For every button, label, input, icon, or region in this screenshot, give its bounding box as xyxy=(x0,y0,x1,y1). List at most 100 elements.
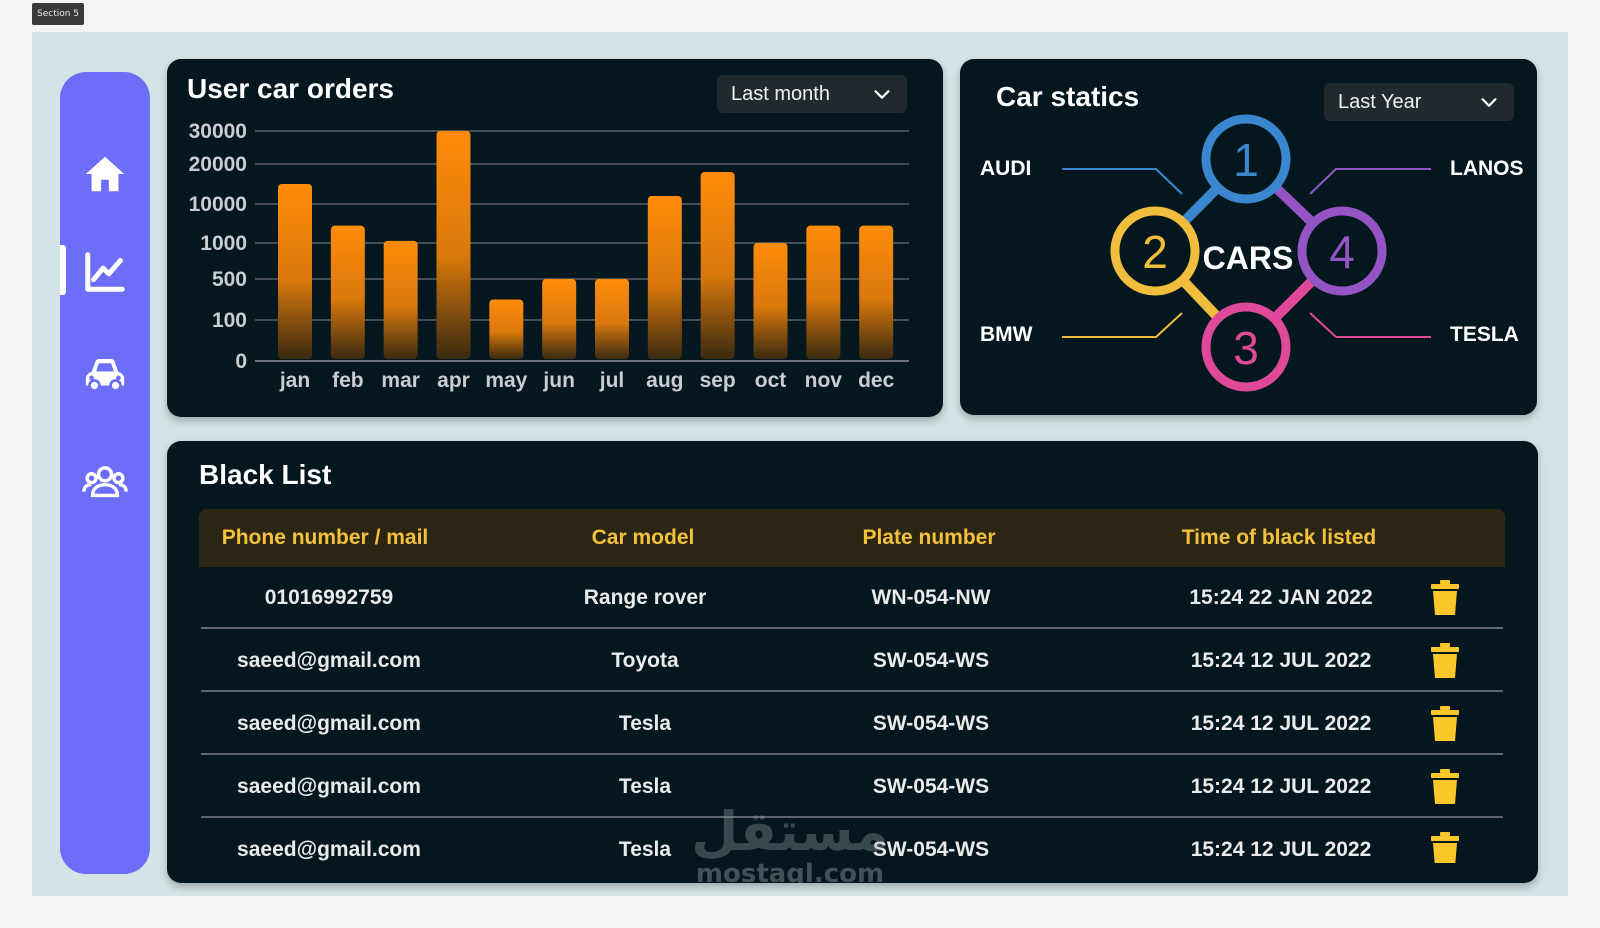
x-tick-label: aug xyxy=(646,369,683,392)
cell-contact: saeed@gmail.com xyxy=(237,838,421,861)
orders-period-dropdown[interactable]: Last month xyxy=(717,75,907,113)
cell-time: 15:24 12 JUL 2022 xyxy=(1190,775,1372,798)
cell-plate-number: SW-054-WS xyxy=(872,775,990,798)
cell-plate-number: SW-054-WS xyxy=(872,649,990,672)
statics-period-value: Last Year xyxy=(1338,90,1422,113)
bar-may xyxy=(489,299,524,359)
cell-car-model: Toyota xyxy=(611,649,679,672)
y-tick-label: 500 xyxy=(212,268,247,291)
y-tick-label: 10000 xyxy=(189,193,247,216)
bmw-leader-line xyxy=(1062,312,1183,338)
chevron-down-icon xyxy=(1481,98,1497,107)
trash-icon[interactable] xyxy=(1431,706,1459,742)
node-4 xyxy=(1297,206,1387,296)
trash-icon[interactable] xyxy=(1431,769,1459,805)
home-icon xyxy=(85,156,125,192)
cell-time: 15:24 12 JUL 2022 xyxy=(1190,838,1372,861)
cell-contact: saeed@gmail.com xyxy=(237,775,421,798)
lanos-leader-line xyxy=(1309,168,1431,195)
cell-plate-number: WN-054-NW xyxy=(871,586,991,609)
trash-icon[interactable] xyxy=(1431,580,1459,616)
bar-apr xyxy=(436,131,471,359)
trash-icon[interactable] xyxy=(1431,643,1459,679)
center-label: CARS xyxy=(1203,240,1294,276)
tesla-leader-line xyxy=(1309,312,1431,338)
brand-label-tesla: TESLA xyxy=(1450,323,1519,346)
column-header-model: Car model xyxy=(591,526,695,549)
node-1-number: 1 xyxy=(1233,134,1259,186)
x-tick-label: feb xyxy=(332,369,364,392)
node-4-number: 4 xyxy=(1329,226,1355,278)
x-tick-label: sep xyxy=(700,369,736,392)
sidebar-item-users[interactable] xyxy=(60,452,150,512)
blacklist-card: Black List Phone number / mail Car model… xyxy=(167,441,1538,883)
cell-contact: 01016992759 xyxy=(264,586,394,609)
orders-card: User car orders Last month 30000 20000 100… xyxy=(167,59,943,417)
blacklist-table-body: 01016992759 Range rover WN-054-NW 15:24 22 … xyxy=(167,567,1511,863)
column-header-contact: Phone number / mail xyxy=(221,526,429,549)
chart-icon xyxy=(85,252,125,292)
node-1 xyxy=(1201,114,1291,204)
brand-label-audi: AUDI xyxy=(980,157,1032,180)
sidebar-item-statistics[interactable] xyxy=(60,242,150,302)
cell-car-model: Tesla xyxy=(618,838,672,861)
sidebar xyxy=(60,72,150,874)
cell-car-model: Tesla xyxy=(618,712,672,735)
column-header-plate: Plate number xyxy=(862,526,996,549)
sidebar-item-home[interactable] xyxy=(60,144,150,204)
x-tick-label: mar xyxy=(381,369,420,392)
blacklist-title: Black List xyxy=(199,459,332,490)
y-tick-label: 30000 xyxy=(189,120,247,143)
node-2-number: 2 xyxy=(1142,226,1168,278)
cell-time: 15:24 22 JAN 2022 xyxy=(1189,586,1373,609)
table-row[interactable]: saeed@gmail.com Tesla SW-054-WS 15:24 12 JU… xyxy=(201,819,1503,863)
car-statics-diagram: 1 2 3 4 CARS xyxy=(1062,114,1431,392)
orders-title: User car orders xyxy=(187,73,395,104)
section-label: Section 5 xyxy=(32,3,85,25)
cell-plate-number: SW-054-WS xyxy=(872,712,990,735)
table-row[interactable]: saeed@gmail.com Tesla SW-054-WS 15:24 12 JU… xyxy=(201,756,1503,818)
orders-period-value: Last month xyxy=(731,82,830,105)
table-row[interactable]: saeed@gmail.com Toyota SW-054-WS 15:24 12 J… xyxy=(201,630,1503,692)
node-3-number: 3 xyxy=(1233,322,1259,374)
x-tick-label: jan xyxy=(279,369,310,392)
sidebar-item-cars[interactable] xyxy=(60,344,150,404)
bar-oct xyxy=(753,243,788,359)
statics-period-dropdown[interactable]: Last Year xyxy=(1324,83,1514,121)
blacklist-table-header: Phone number / mail Car model Plate numb… xyxy=(199,509,1505,567)
cell-contact: saeed@gmail.com xyxy=(237,712,421,735)
bar-mar xyxy=(383,240,418,359)
cell-car-model: Tesla xyxy=(618,775,672,798)
statics-card: Car statics Last Year AUDI BMW LANOS TES… xyxy=(960,59,1537,415)
cell-car-model: Range rover xyxy=(583,586,707,609)
cell-time: 15:24 12 JUL 2022 xyxy=(1190,712,1372,735)
x-tick-label: jul xyxy=(599,369,625,392)
cell-contact: saeed@gmail.com xyxy=(237,649,421,672)
bar-nov xyxy=(806,225,841,359)
car-icon xyxy=(85,359,125,392)
bar-jan xyxy=(278,184,312,359)
chevron-down-icon xyxy=(874,90,890,99)
trash-icon[interactable] xyxy=(1431,832,1459,863)
x-tick-label: dec xyxy=(858,369,895,392)
bar-feb xyxy=(330,225,365,359)
bar-jul xyxy=(595,279,629,359)
y-tick-label: 0 xyxy=(235,350,247,373)
x-tick-label: jun xyxy=(542,369,575,392)
y-tick-label: 100 xyxy=(212,309,247,332)
x-tick-label: oct xyxy=(755,369,787,392)
brand-label-bmw: BMW xyxy=(980,323,1033,346)
cell-time: 15:24 12 JUL 2022 xyxy=(1190,649,1372,672)
table-row[interactable]: 01016992759 Range rover WN-054-NW 15:24 22 … xyxy=(201,567,1503,629)
x-tick-label: apr xyxy=(437,369,470,392)
x-tick-label: may xyxy=(485,369,527,392)
table-row[interactable]: saeed@gmail.com Tesla SW-054-WS 15:24 12 JU… xyxy=(201,693,1503,755)
users-icon xyxy=(82,466,128,498)
node-3 xyxy=(1201,302,1291,392)
y-tick-label: 20000 xyxy=(189,153,247,176)
node-2 xyxy=(1110,206,1200,296)
y-tick-label: 1000 xyxy=(200,232,247,255)
bar-dec xyxy=(859,225,894,359)
x-tick-label: nov xyxy=(805,369,843,392)
